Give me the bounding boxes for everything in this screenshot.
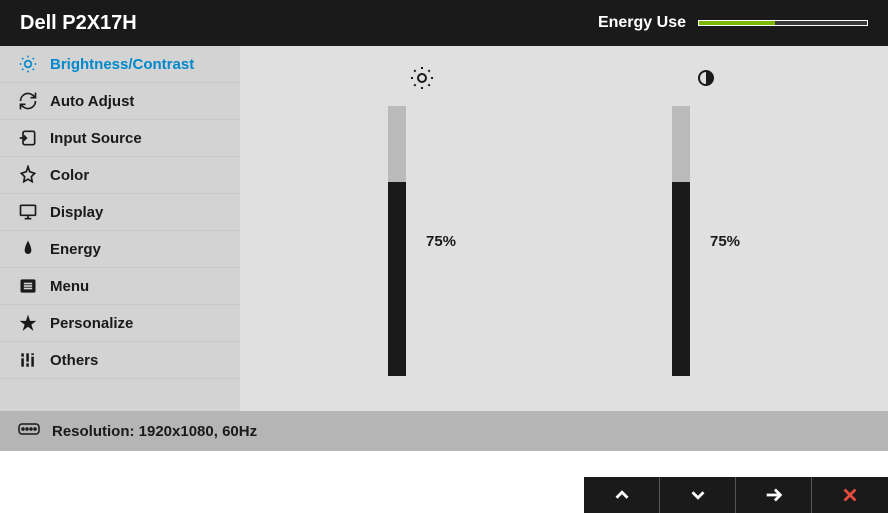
- sidebar-item-others[interactable]: Others: [0, 342, 240, 379]
- sidebar-item-label: Auto Adjust: [50, 93, 134, 110]
- nav-enter-button[interactable]: [736, 477, 812, 513]
- sidebar-item-display[interactable]: Display: [0, 194, 240, 231]
- sun-icon: [410, 66, 434, 90]
- sidebar-item-label: Color: [50, 167, 89, 184]
- footer: Resolution: 1920x1080, 60Hz: [0, 411, 888, 451]
- brightness-slider-wrapper: 75%: [388, 106, 456, 376]
- nav-down-button[interactable]: [660, 477, 736, 513]
- sidebar-item-menu[interactable]: Menu: [0, 268, 240, 305]
- energy-use-label: Energy Use: [598, 14, 686, 32]
- sidebar-item-personalize[interactable]: Personalize: [0, 305, 240, 342]
- contrast-slider-wrapper: 75%: [672, 106, 740, 376]
- menu-icon: [18, 276, 38, 296]
- sidebar-item-label: Energy: [50, 241, 101, 258]
- sidebar: Brightness/Contrast Auto Adjust Input So…: [0, 46, 240, 411]
- contrast-slider-group: 75%: [672, 66, 740, 376]
- sidebar-item-energy[interactable]: Energy: [0, 231, 240, 268]
- sidebar-item-label: Display: [50, 204, 103, 221]
- sidebar-spacer: [0, 379, 240, 411]
- display-icon: [18, 202, 38, 222]
- energy-icon: [18, 239, 38, 259]
- brightness-slider[interactable]: [388, 106, 406, 376]
- header: Dell P2X17H Energy Use: [0, 0, 888, 46]
- resolution-text: Resolution: 1920x1080, 60Hz: [52, 423, 257, 440]
- sidebar-item-label: Others: [50, 352, 98, 369]
- contrast-value: 75%: [710, 233, 740, 250]
- sidebar-item-label: Personalize: [50, 315, 133, 332]
- brightness-slider-group: 75%: [388, 66, 456, 376]
- nav-up-button[interactable]: [584, 477, 660, 513]
- brightness-icon: [18, 54, 38, 74]
- personalize-icon: [18, 313, 38, 333]
- others-icon: [18, 350, 38, 370]
- sidebar-item-label: Brightness/Contrast: [50, 56, 194, 73]
- content-area: 75% 75%: [240, 46, 888, 411]
- contrast-slider-fill: [672, 182, 690, 376]
- auto-adjust-icon: [18, 91, 38, 111]
- sidebar-item-auto-adjust[interactable]: Auto Adjust: [0, 83, 240, 120]
- color-icon: [18, 165, 38, 185]
- input-source-icon: [18, 128, 38, 148]
- sidebar-item-label: Input Source: [50, 130, 142, 147]
- sidebar-item-input-source[interactable]: Input Source: [0, 120, 240, 157]
- main-content: Brightness/Contrast Auto Adjust Input So…: [0, 46, 888, 411]
- energy-bar-fill: [699, 21, 775, 25]
- energy-indicator: Energy Use: [598, 14, 868, 32]
- sidebar-item-label: Menu: [50, 278, 89, 295]
- brightness-slider-fill: [388, 182, 406, 376]
- nav-buttons: [584, 477, 888, 513]
- nav-close-button[interactable]: [812, 477, 888, 513]
- sidebar-item-color[interactable]: Color: [0, 157, 240, 194]
- contrast-icon: [694, 66, 718, 90]
- sidebar-item-brightness-contrast[interactable]: Brightness/Contrast: [0, 46, 240, 83]
- energy-bar: [698, 20, 868, 26]
- monitor-model-title: Dell P2X17H: [20, 12, 137, 35]
- contrast-slider[interactable]: [672, 106, 690, 376]
- brightness-value: 75%: [426, 233, 456, 250]
- resolution-icon: [18, 422, 40, 440]
